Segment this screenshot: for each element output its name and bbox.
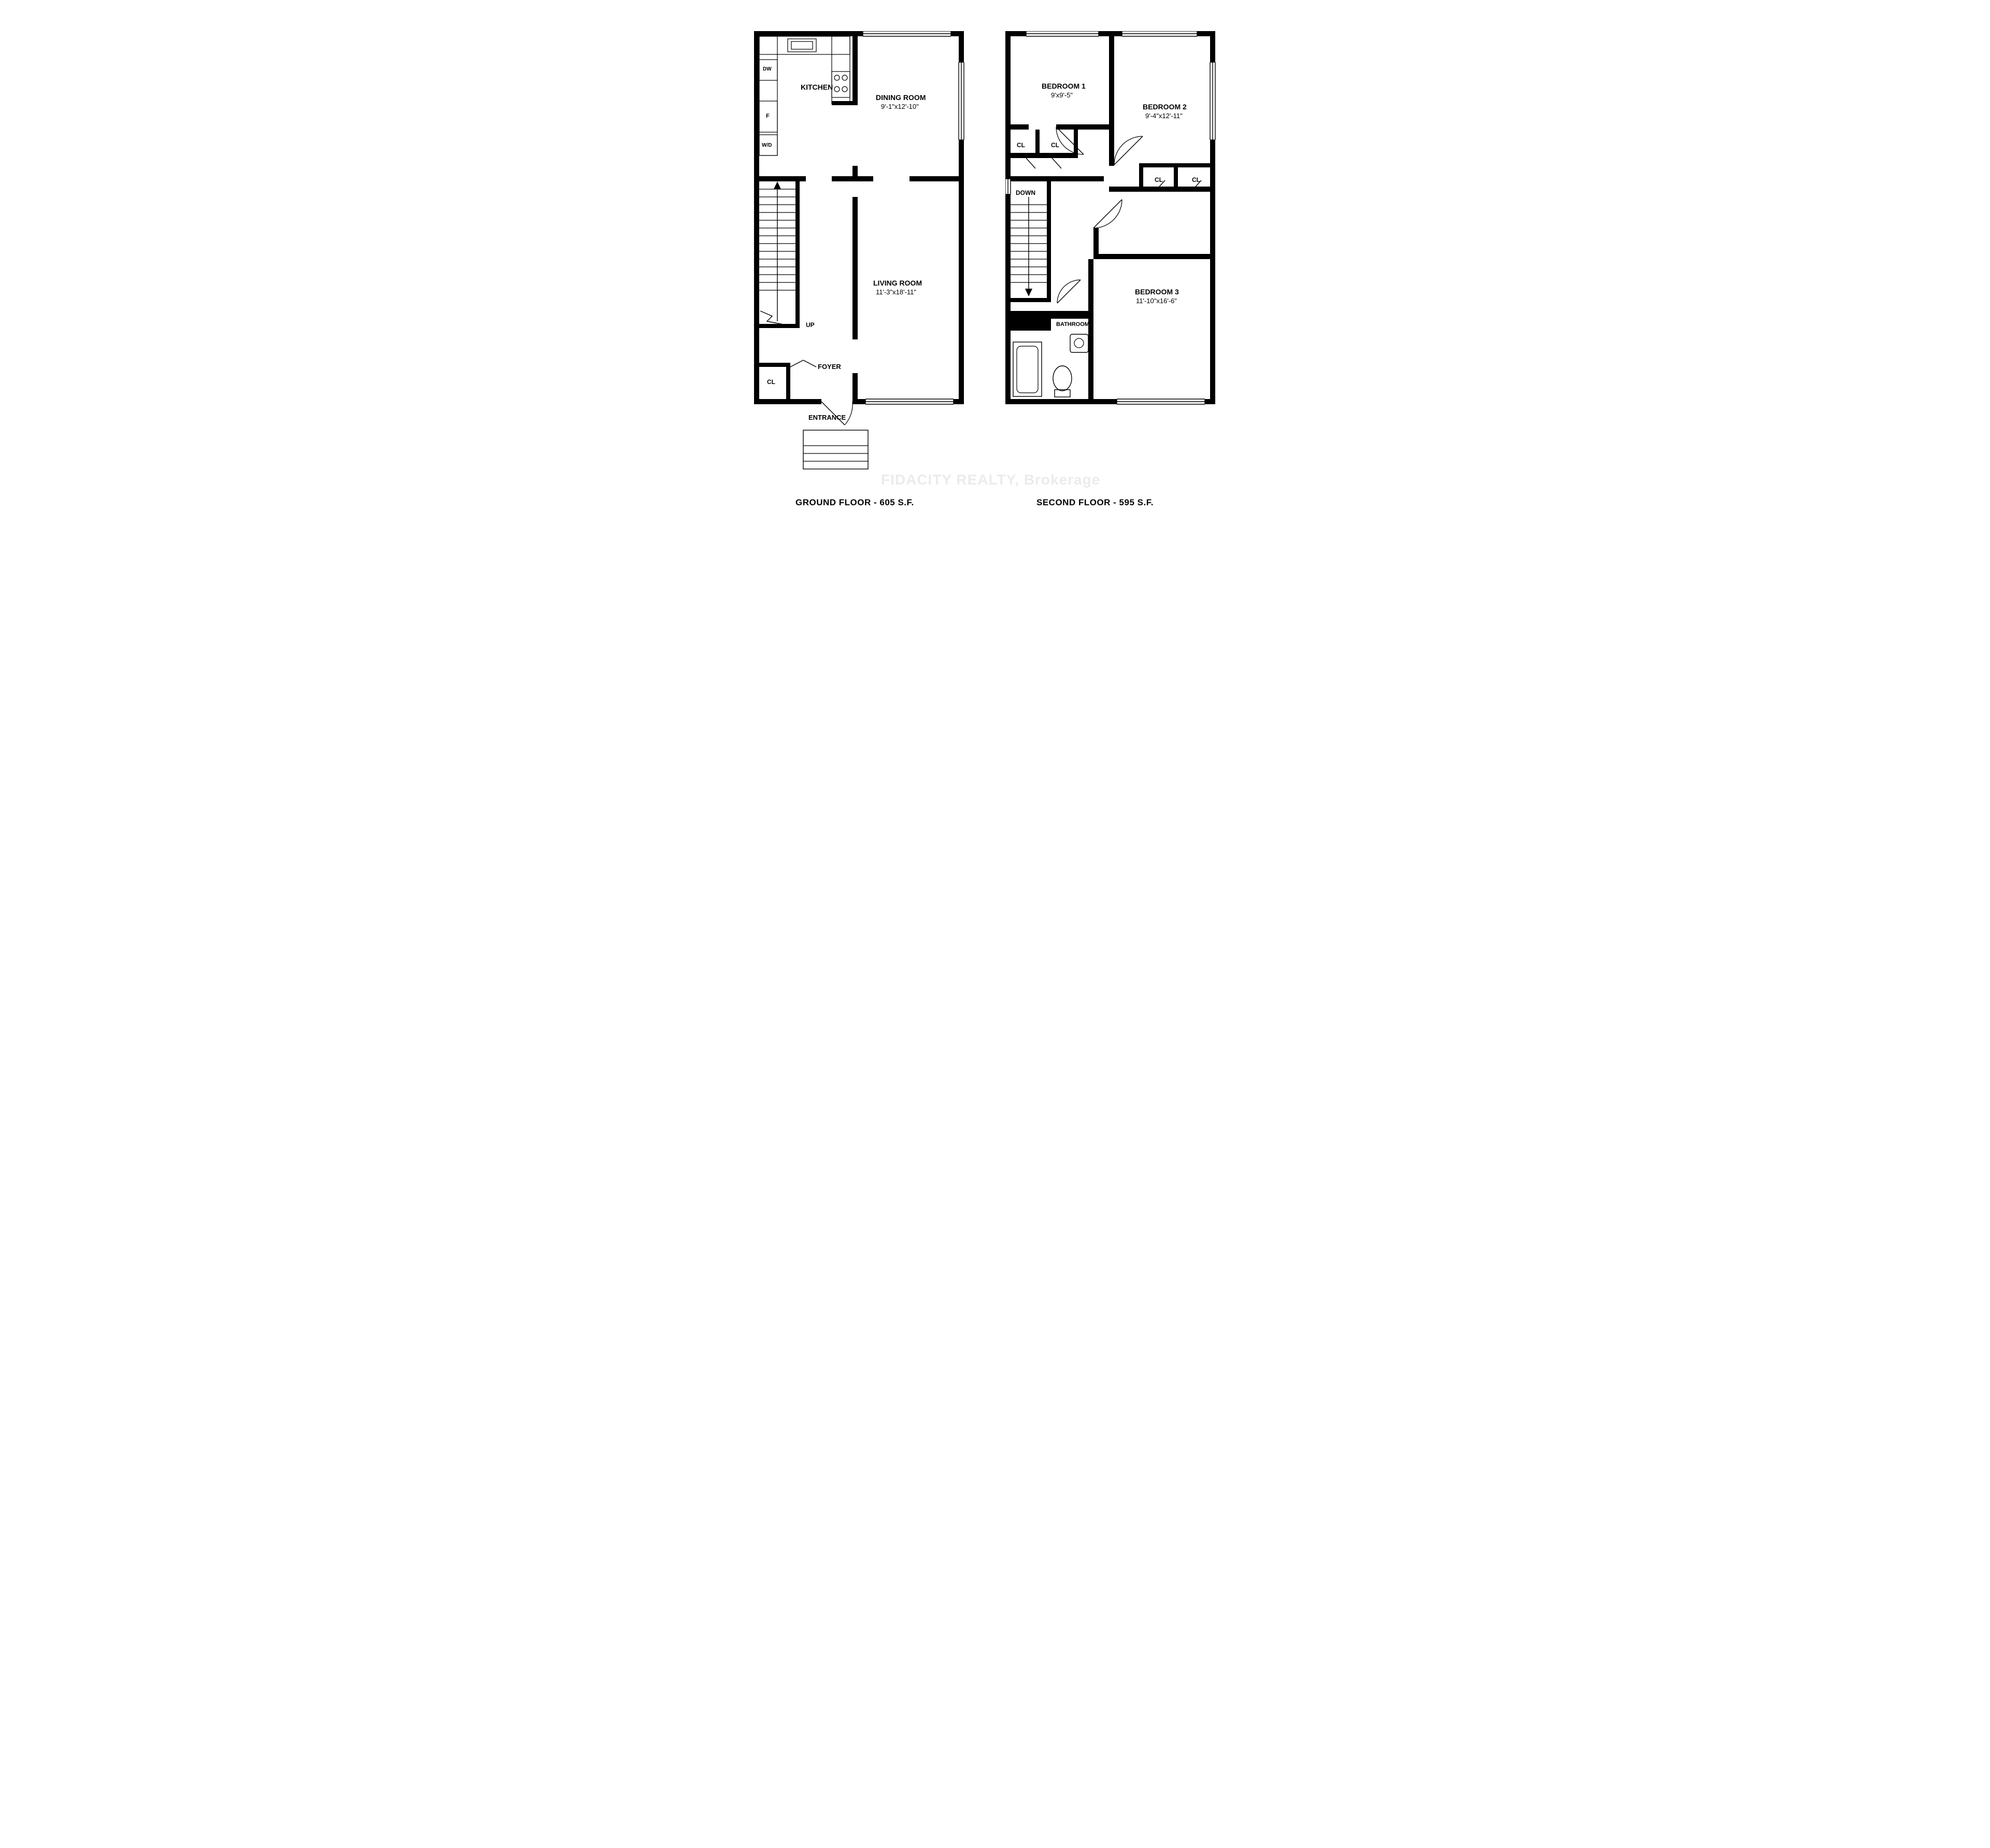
dining-label: DINING ROOM <box>876 93 926 102</box>
b2-label: BEDROOM 2 <box>1143 103 1187 111</box>
b1-dims: 9'x9'-5" <box>1051 91 1073 99</box>
b3-label: BEDROOM 3 <box>1135 288 1179 296</box>
down-label: DOWN <box>1016 189 1035 196</box>
cl1-label: CL <box>1017 141 1025 149</box>
living-label: LIVING ROOM <box>873 279 922 287</box>
ground-floor-svg <box>754 31 977 472</box>
foyer-label: FOYER <box>818 363 841 371</box>
ground-title: GROUND FLOOR - 605 S.F. <box>795 497 914 508</box>
b3-dims: 11'-10"x16'-6" <box>1136 297 1177 305</box>
dw-label: DW <box>763 66 772 72</box>
living-dims: 11'-3"x18'-11" <box>876 288 916 296</box>
up-label: UP <box>806 321 815 329</box>
watermark: FIDACITY REALTY, Brokerage <box>881 472 1100 488</box>
wd-label: W/D <box>762 143 772 148</box>
f-label: F <box>766 113 770 119</box>
entrance-label: ENTRANCE <box>808 414 846 421</box>
b1-label: BEDROOM 1 <box>1042 82 1086 90</box>
cl2-label: CL <box>1051 141 1059 149</box>
b2-dims: 9'-4"x12'-11" <box>1145 112 1183 120</box>
second-floor-svg <box>1005 31 1228 409</box>
dining-dims: 9'-1"x12'-10" <box>881 103 919 110</box>
cl-ground-label: CL <box>767 378 775 386</box>
kitchen-label: KITCHEN <box>801 83 833 91</box>
cl3-label: CL <box>1155 176 1163 183</box>
floorplan-stage: KITCHEN DW F W/D DINING ROOM 9'-1"x12'-1… <box>715 0 1275 520</box>
bath-label: BATHROOM <box>1056 321 1089 328</box>
cl4-label: CL <box>1192 176 1200 183</box>
second-title: SECOND FLOOR - 595 S.F. <box>1036 497 1154 508</box>
